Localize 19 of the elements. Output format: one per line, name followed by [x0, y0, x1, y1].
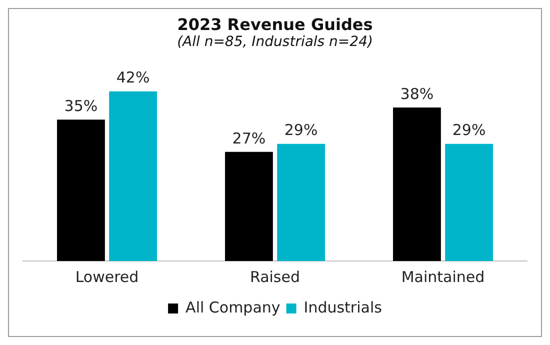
- x-tick-label: Maintained: [401, 268, 485, 286]
- bar: [393, 107, 441, 261]
- legend-label: Industrials: [304, 298, 382, 316]
- data-label: 27%: [232, 129, 266, 148]
- data-label: 38%: [400, 84, 434, 103]
- bar: [225, 152, 273, 261]
- bar: [109, 91, 157, 261]
- legend-label: All Company: [186, 298, 280, 316]
- data-label: 35%: [64, 96, 98, 115]
- bar: [445, 144, 493, 261]
- bar: [57, 120, 105, 261]
- chart-title: 2023 Revenue Guides: [176, 15, 374, 34]
- x-tick-label: Raised: [250, 268, 300, 286]
- data-label: 29%: [452, 121, 486, 140]
- data-label: 42%: [116, 68, 150, 87]
- x-tick-label: Lowered: [75, 268, 139, 286]
- chart-subtitle: (All n=85, Industrials n=24): [176, 34, 374, 50]
- bar: [277, 144, 325, 261]
- data-label: 29%: [284, 121, 318, 140]
